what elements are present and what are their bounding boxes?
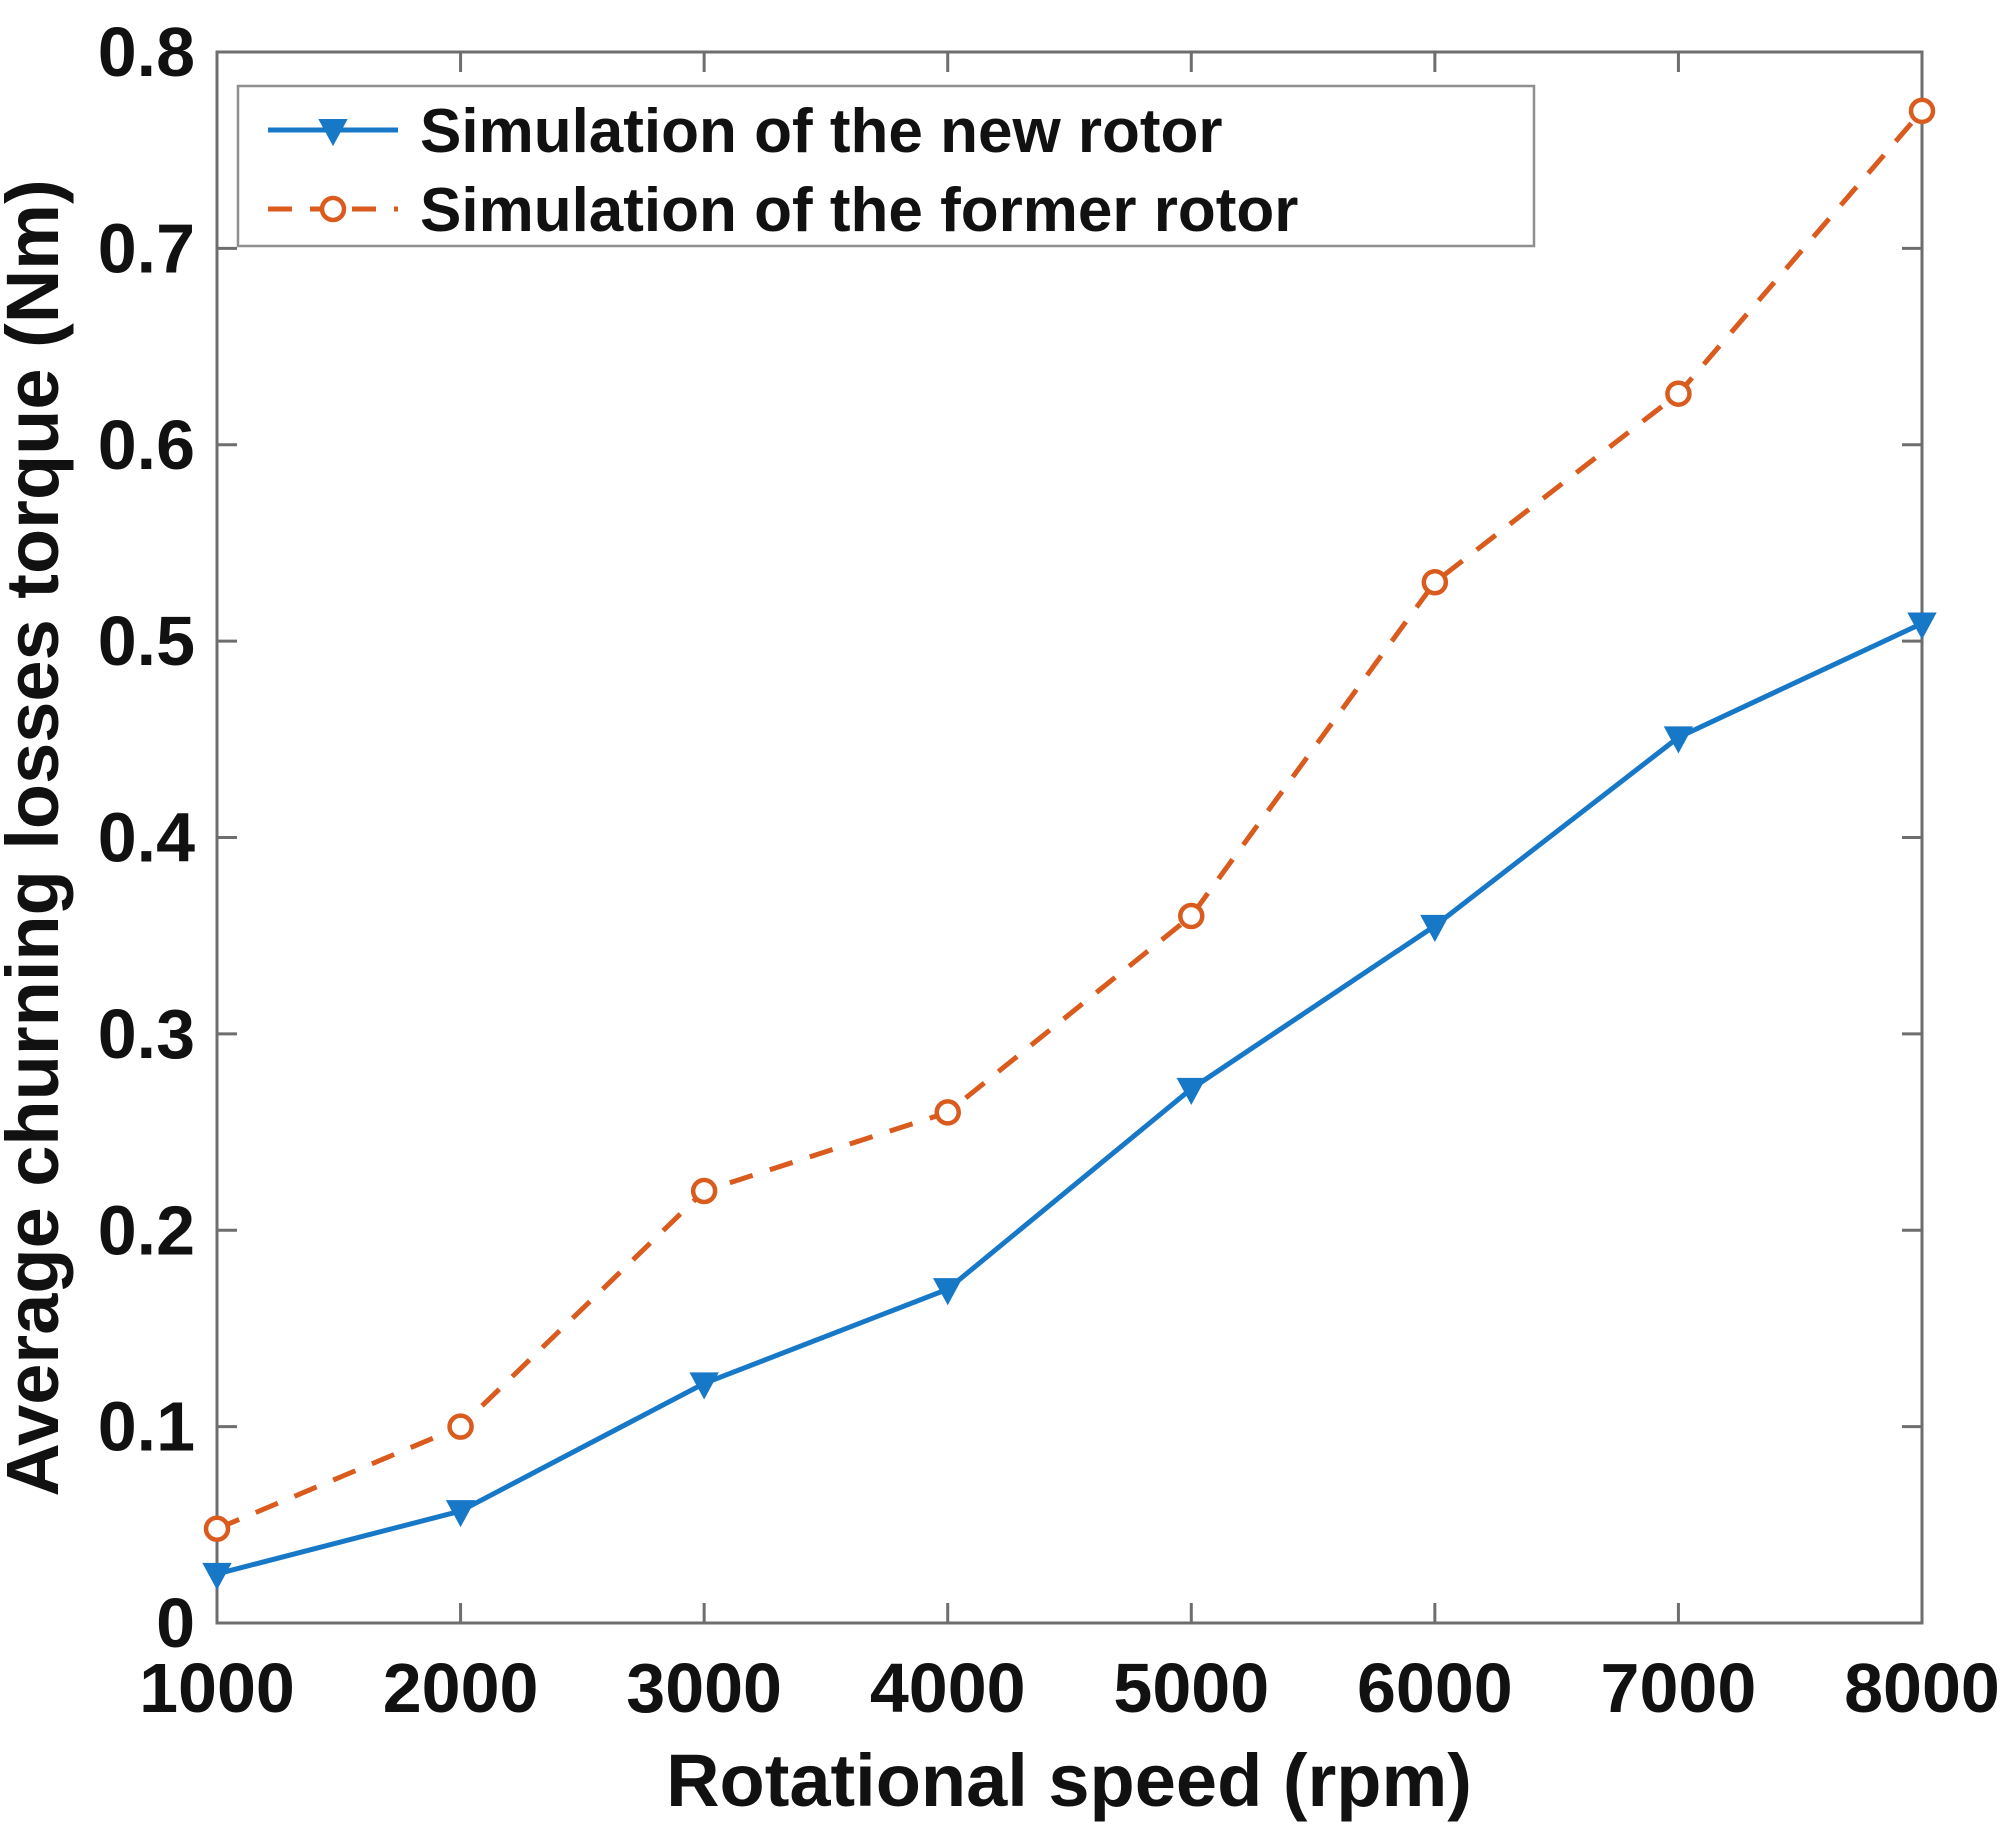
series-1-point	[1178, 902, 1205, 930]
series-1-point	[447, 1413, 474, 1440]
series-1-point	[203, 1515, 231, 1542]
y-tick-label: 0.7	[98, 209, 195, 287]
series-line-1	[216, 109, 1924, 1532]
series-1-point	[1665, 380, 1692, 407]
x-tick-label: 2000	[383, 1649, 539, 1727]
legend-box	[236, 84, 1536, 248]
legend-label-1: Simulation of the former rotor	[420, 176, 1298, 245]
y-tick-label: 0.8	[98, 13, 195, 91]
x-tick-label: 3000	[626, 1649, 782, 1727]
x-tick-label: 5000	[1113, 1649, 1269, 1727]
legend-marker-1	[319, 195, 347, 223]
y-tick-label: 0.3	[98, 995, 195, 1073]
series-1-point	[690, 1177, 718, 1205]
y-tick-label: 0.2	[98, 1191, 195, 1269]
x-tick-label: 4000	[870, 1649, 1026, 1727]
x-tick-label: 1000	[139, 1649, 295, 1727]
x-axis-title: Rotational speed (rpm)	[666, 1739, 1472, 1822]
y-tick-label: 0.6	[98, 406, 195, 484]
x-tick-label: 8000	[1844, 1649, 2000, 1727]
series-0-point	[1420, 914, 1450, 942]
y-tick-label: 0.4	[98, 799, 195, 877]
y-axis-title: Average churning losses torque (Nm)	[0, 179, 74, 1496]
axes-box	[215, 50, 1924, 1625]
x-tick-label: 7000	[1601, 1649, 1757, 1727]
series-1-point	[934, 1099, 961, 1126]
series-0-point	[1176, 1077, 1206, 1105]
series-line-0	[216, 621, 1924, 1577]
legend-marker-0	[318, 119, 348, 147]
y-tick-label: 0	[156, 1584, 195, 1662]
y-tick-label: 0.1	[98, 1388, 195, 1466]
series-0-point	[689, 1372, 719, 1400]
series-0-point	[1907, 612, 1937, 640]
series-0-point	[933, 1278, 963, 1306]
x-tick-label: 6000	[1357, 1649, 1513, 1727]
series-0-point	[1663, 726, 1694, 754]
series-0-point	[445, 1500, 476, 1528]
series-1-point	[1421, 568, 1449, 596]
plot-area: 1000 2000 3000 4000 5000 6000 7000 8000 0 0.1 0.2 0…	[98, 13, 2000, 1727]
legend-label-0: Simulation of the new rotor	[420, 97, 1223, 166]
y-tick-label: 0.5	[98, 602, 195, 680]
series-1-point	[1908, 97, 1936, 125]
series-0-point	[202, 1562, 232, 1591]
